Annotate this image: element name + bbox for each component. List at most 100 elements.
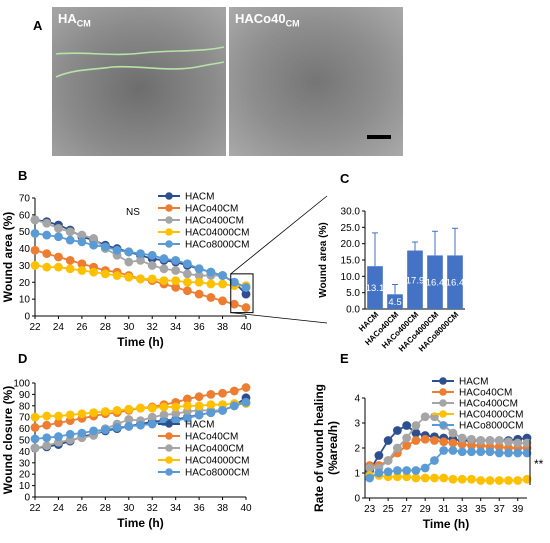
bar-value-label: 13.1 <box>366 283 385 294</box>
data-point-e-haco40cm <box>402 441 412 450</box>
data-point-e-haco400cm <box>485 436 495 445</box>
data-point-e-haco40cm <box>439 437 449 447</box>
chart-d-y-axis-label: Wound closure (%) <box>1 386 15 494</box>
data-point-b-hac04000cm <box>206 279 216 289</box>
data-point-b-haco8000cm <box>77 237 87 247</box>
chart-b-x-tick-label: 28 <box>100 322 112 333</box>
data-point-e-haco400cm <box>494 436 504 445</box>
data-point-d-hac04000cm <box>182 401 192 411</box>
chart-e-y-tick-label: 4 <box>354 394 360 405</box>
data-point-e-haco8000cm <box>522 448 532 458</box>
data-point-b-haco40cm <box>218 296 227 306</box>
data-point-d-hac04000cm <box>194 401 204 411</box>
legend-label-b: HACM <box>185 192 214 203</box>
chart-e-x-tick-label: 31 <box>438 504 450 515</box>
data-point-e-hac04000cm <box>420 473 430 483</box>
chart-c-y-tick-label: 30.0 <box>341 207 361 218</box>
chart-d-y-tick-label: 90 <box>19 390 31 401</box>
data-point-b-hac04000cm <box>171 276 181 285</box>
data-point-e-hac04000cm <box>494 476 504 485</box>
data-point-b-haco8000cm <box>182 259 192 269</box>
chart-b-y-tick-label: 50 <box>19 227 31 238</box>
data-point-e-haco40cm <box>430 436 439 445</box>
chart-c-y-tick-label: 0.0 <box>346 305 360 316</box>
data-point-b-hac04000cm <box>194 277 204 287</box>
data-point-e-haco8000cm <box>383 467 393 477</box>
micrograph-haco40: HACo40CM <box>229 7 403 156</box>
legend-swatch-dot-d <box>165 468 173 476</box>
data-point-b-haco400cm <box>182 269 192 279</box>
data-point-b-hac04000cm <box>77 266 87 275</box>
legend-swatch-dot-b <box>165 204 173 212</box>
data-point-d-hac04000cm <box>77 409 87 419</box>
data-point-d-haco400cm <box>42 441 52 451</box>
bar-value-label: 4.5 <box>388 297 401 308</box>
data-point-b-haco400cm <box>159 264 169 274</box>
data-point-b-haco8000cm <box>136 249 145 259</box>
data-point-e-haco8000cm <box>485 447 495 457</box>
data-point-d-haco40cm <box>218 388 227 398</box>
legend-swatch-dot-d <box>165 420 173 428</box>
data-point-d-haco40cm <box>229 386 239 396</box>
legend-swatch-dot-e <box>439 421 447 429</box>
data-point-b-haco400cm <box>65 227 75 237</box>
data-point-d-hac04000cm <box>159 402 169 412</box>
chart-b-y-tick-label: 10 <box>19 295 31 306</box>
chart-b-x-tick-label: 34 <box>170 322 182 333</box>
legend-swatch-dot-e <box>439 388 447 396</box>
data-point-d-haco8000cm <box>147 419 157 429</box>
chart-d-y-tick-label: 80 <box>19 401 31 412</box>
chart-b-y-tick-label: 40 <box>19 244 31 255</box>
legend-label-d: HACo8000CM <box>185 468 249 479</box>
data-point-d-haco8000cm <box>77 428 87 438</box>
zoom-box <box>230 273 254 314</box>
data-point-e-haco8000cm <box>411 466 421 475</box>
data-point-d-haco8000cm <box>206 408 216 418</box>
chart-e-x-tick-label: 37 <box>494 504 506 515</box>
chart-c-y-tick-label: 20.0 <box>341 239 361 250</box>
data-point-e-haco400cm <box>393 443 402 453</box>
chart-c-y-tick-label: 15.0 <box>341 256 361 267</box>
data-point-e-haco8000cm <box>374 468 384 478</box>
data-point-e-hac04000cm <box>430 473 439 483</box>
data-point-d-haco8000cm <box>89 426 99 436</box>
data-point-d-hac04000cm <box>171 402 181 412</box>
data-point-d-haco8000cm <box>65 429 75 439</box>
data-point-d-haco8000cm <box>182 413 192 423</box>
data-point-e-hac04000cm <box>485 476 495 485</box>
data-point-e-haco8000cm <box>420 463 430 473</box>
zoom-connector-bottom <box>230 312 328 324</box>
chart-b-y-tick-label: 60 <box>19 210 31 221</box>
chart-e-x-tick-label: 23 <box>364 504 376 515</box>
data-point-b-haco40cm <box>241 303 251 312</box>
chart-b-y-axis-label: Wound area (%) <box>1 212 15 302</box>
chart-e-x-tick-label: 35 <box>475 504 487 515</box>
data-point-e-hacm <box>411 428 421 438</box>
data-point-e-hac04000cm <box>467 474 476 484</box>
panel-letter-e: E <box>340 351 349 366</box>
data-point-e-haco400cm <box>448 428 458 438</box>
legend-swatch-dot-b <box>165 240 173 248</box>
data-point-b-hac04000cm <box>136 274 145 284</box>
chart-b-y-tick-label: 30 <box>19 261 31 272</box>
data-point-e-hac04000cm <box>411 473 421 483</box>
chart-e-x-tick-label: 33 <box>457 504 469 515</box>
data-point-d-haco400cm <box>30 443 40 453</box>
micrograph-hacm-texture <box>52 7 226 156</box>
data-point-d-haco8000cm <box>218 405 227 415</box>
data-point-b-haco40cm <box>54 252 63 262</box>
data-point-d-hac04000cm <box>206 400 216 410</box>
chart-b-x-tick-label: 40 <box>240 322 252 333</box>
wound-edge-upper <box>55 46 225 56</box>
legend-swatch-dot-b <box>165 228 173 236</box>
chart-b-y-tick-label: 0 <box>24 312 30 323</box>
micrograph-haco40-label: HACo40CM <box>235 11 300 29</box>
data-point-d-haco400cm <box>159 410 169 420</box>
data-point-d-haco8000cm <box>194 410 204 420</box>
data-point-b-haco400cm <box>147 261 157 270</box>
data-point-b-hacm <box>241 289 251 299</box>
chart-d-x-tick-label: 22 <box>29 503 41 514</box>
legend-swatch-dot-b <box>165 192 173 200</box>
data-point-e-hacm <box>393 426 402 435</box>
chart-b-annotation: NS <box>126 207 140 218</box>
